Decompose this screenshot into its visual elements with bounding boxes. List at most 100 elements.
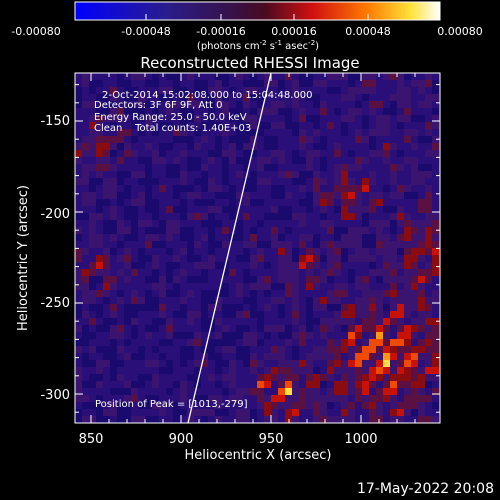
image-pixel (383, 360, 390, 367)
image-pixel (264, 213, 271, 220)
image-pixel (82, 395, 89, 402)
image-pixel (306, 304, 313, 311)
image-pixel (229, 311, 236, 318)
image-pixel (236, 115, 243, 122)
image-pixel (145, 234, 152, 241)
image-pixel (103, 80, 110, 87)
image-pixel (243, 381, 250, 388)
image-pixel (166, 234, 173, 241)
image-pixel (306, 206, 313, 213)
image-pixel (145, 192, 152, 199)
image-pixel (173, 101, 180, 108)
image-pixel (313, 157, 320, 164)
image-pixel (271, 73, 278, 80)
image-pixel (159, 339, 166, 346)
image-pixel (411, 129, 418, 136)
image-pixel (96, 192, 103, 199)
image-pixel (306, 388, 313, 395)
image-pixel (362, 311, 369, 318)
image-pixel (75, 185, 82, 192)
image-pixel (341, 395, 348, 402)
image-pixel (75, 220, 82, 227)
image-pixel (250, 234, 257, 241)
image-pixel (187, 360, 194, 367)
image-pixel (404, 269, 411, 276)
image-pixel (432, 409, 439, 416)
image-pixel (103, 276, 110, 283)
image-pixel (89, 388, 96, 395)
image-pixel (369, 164, 376, 171)
image-pixel (229, 395, 236, 402)
image-pixel (173, 150, 180, 157)
image-pixel (82, 108, 89, 115)
image-pixel (82, 311, 89, 318)
image-pixel (355, 122, 362, 129)
image-pixel (348, 115, 355, 122)
image-pixel (173, 374, 180, 381)
image-pixel (96, 332, 103, 339)
image-pixel (362, 206, 369, 213)
image-pixel (432, 416, 439, 423)
image-pixel (425, 136, 432, 143)
image-pixel (390, 332, 397, 339)
image-pixel (138, 388, 145, 395)
image-pixel (348, 367, 355, 374)
image-pixel (411, 206, 418, 213)
image-pixel (390, 269, 397, 276)
image-pixel (355, 374, 362, 381)
image-pixel (208, 402, 215, 409)
image-pixel (117, 367, 124, 374)
image-pixel (110, 192, 117, 199)
image-pixel (271, 241, 278, 248)
image-pixel (327, 262, 334, 269)
image-pixel (124, 178, 131, 185)
image-pixel (327, 395, 334, 402)
image-pixel (96, 164, 103, 171)
image-pixel (82, 115, 89, 122)
image-pixel (236, 108, 243, 115)
image-pixel (306, 108, 313, 115)
image-pixel (404, 290, 411, 297)
image-pixel (208, 346, 215, 353)
image-pixel (334, 87, 341, 94)
image-pixel (348, 178, 355, 185)
image-pixel (243, 297, 250, 304)
image-pixel (131, 283, 138, 290)
image-pixel (397, 269, 404, 276)
image-pixel (292, 325, 299, 332)
image-pixel (201, 101, 208, 108)
image-pixel (411, 234, 418, 241)
image-pixel (229, 290, 236, 297)
image-pixel (103, 227, 110, 234)
image-pixel (229, 227, 236, 234)
image-pixel (383, 402, 390, 409)
image-pixel (292, 318, 299, 325)
image-pixel (376, 87, 383, 94)
image-pixel (278, 129, 285, 136)
image-pixel (145, 304, 152, 311)
image-pixel (285, 311, 292, 318)
image-pixel (187, 290, 194, 297)
image-pixel (264, 374, 271, 381)
image-pixel (271, 276, 278, 283)
image-pixel (180, 395, 187, 402)
image-pixel (89, 80, 96, 87)
image-pixel (390, 262, 397, 269)
image-pixel (145, 164, 152, 171)
image-pixel (215, 73, 222, 80)
image-pixel (82, 381, 89, 388)
image-pixel (110, 213, 117, 220)
image-pixel (404, 262, 411, 269)
image-pixel (341, 122, 348, 129)
image-pixel (138, 80, 145, 87)
image-pixel (404, 416, 411, 423)
image-pixel (138, 241, 145, 248)
image-pixel (250, 157, 257, 164)
image-pixel (278, 416, 285, 423)
image-pixel (341, 416, 348, 423)
image-pixel (390, 122, 397, 129)
image-pixel (348, 290, 355, 297)
image-pixel (397, 213, 404, 220)
image-pixel (320, 262, 327, 269)
image-pixel (117, 129, 124, 136)
